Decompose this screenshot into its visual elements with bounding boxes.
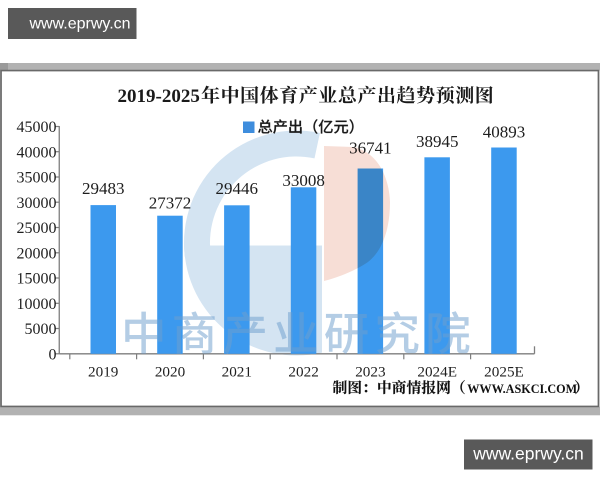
svg-text:29483: 29483	[82, 179, 125, 198]
svg-text:2020: 2020	[155, 364, 186, 381]
svg-text:2024E: 2024E	[417, 364, 457, 381]
svg-text:29446: 29446	[216, 179, 259, 198]
svg-text:27372: 27372	[149, 194, 192, 213]
svg-text:40893: 40893	[483, 123, 526, 142]
svg-text:0: 0	[49, 346, 57, 363]
svg-text:30000: 30000	[17, 195, 57, 212]
svg-text:35000: 35000	[17, 170, 57, 187]
svg-text:2025E: 2025E	[484, 364, 524, 381]
svg-text:2021: 2021	[222, 364, 252, 381]
svg-text:2023: 2023	[355, 364, 385, 381]
svg-text:40000: 40000	[17, 144, 57, 161]
svg-text:www.eprwy.cn: www.eprwy.cn	[28, 16, 130, 33]
svg-text:www.eprwy.cn: www.eprwy.cn	[472, 444, 584, 464]
svg-text:2022: 2022	[288, 364, 318, 381]
svg-text:38945: 38945	[416, 132, 459, 151]
svg-text:2019: 2019	[88, 364, 118, 381]
svg-text:45000: 45000	[17, 119, 57, 136]
svg-text:5000: 5000	[25, 321, 57, 338]
svg-text:15000: 15000	[17, 271, 57, 288]
svg-text:25000: 25000	[17, 220, 57, 237]
svg-text:20000: 20000	[17, 245, 57, 262]
svg-text:2019-2025: 2019-2025	[118, 86, 200, 107]
svg-text:10000: 10000	[17, 296, 57, 313]
svg-text:33008: 33008	[282, 171, 325, 190]
svg-text:WWW.ASKCI.COM: WWW.ASKCI.COM	[467, 382, 577, 396]
